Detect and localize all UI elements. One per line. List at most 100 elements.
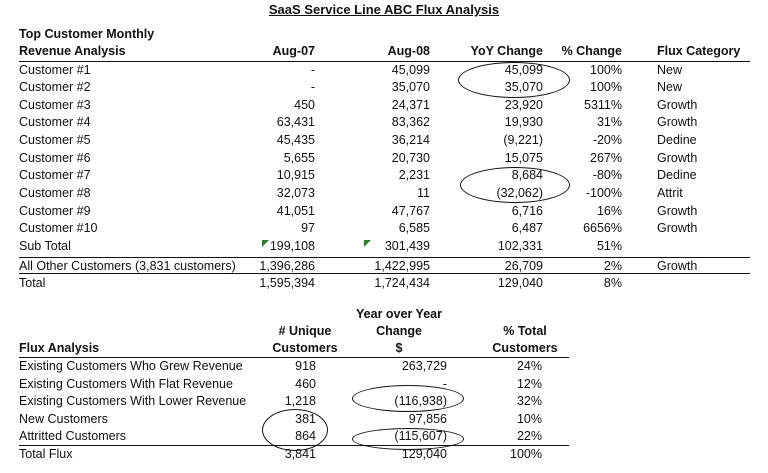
cell-aug07: -	[310, 63, 315, 77]
bottom-col2-header-line2: Change	[376, 324, 422, 338]
col-header-yoy-change: YoY Change	[470, 44, 543, 58]
cell-aug07: 199,108	[269, 239, 315, 253]
cell-aug08: 1,422,995	[374, 259, 430, 273]
top-header-line1: Top Customer Monthly	[19, 27, 155, 41]
flux-row-label: Existing Customers With Flat Revenue	[19, 377, 233, 391]
bottom-col1-header-line2: Customers	[272, 341, 338, 355]
cell-aug08: 11	[417, 186, 430, 200]
row-label: Customer #6	[19, 151, 91, 165]
cell-unique-customers: 1,218	[284, 394, 316, 408]
cell-pct-change: 51%	[596, 239, 622, 253]
cell-aug07: 63,431	[276, 115, 315, 129]
cell-yoy-dollar-change: -	[442, 377, 447, 391]
row-label: Customer #4	[19, 115, 91, 129]
cell-yoy-change: 129,040	[497, 276, 543, 290]
cell-aug07: 1,595,394	[259, 276, 315, 290]
highlight-oval	[460, 167, 570, 203]
cell-aug07: 32,073	[276, 186, 315, 200]
row-label: Customer #8	[19, 186, 91, 200]
highlight-oval	[352, 385, 464, 412]
cell-pct-change: -100%	[585, 186, 622, 200]
cell-pct-total: 100%	[510, 447, 542, 461]
row-label: Customer #10	[19, 221, 98, 235]
cell-pct-total: 10%	[516, 412, 542, 426]
row-label: Customer #2	[19, 80, 91, 94]
cell-pct-change: 267%	[590, 151, 622, 165]
green-indicator-icon	[364, 240, 371, 247]
cell-pct-change: 8%	[603, 276, 622, 290]
cell-aug08: 2,231	[398, 168, 430, 182]
bottom-col2-header-line3: $	[395, 341, 403, 355]
row-label: Customer #7	[19, 168, 91, 182]
cell-aug07: 45,435	[276, 133, 315, 147]
cell-aug07: -	[310, 80, 315, 94]
cell-flux-category: Attrit	[657, 186, 683, 200]
cell-flux-category: New	[657, 80, 683, 94]
cell-flux-category: Dedine	[657, 168, 697, 182]
cell-flux-category: Growth	[657, 204, 698, 218]
cell-aug08: 36,214	[391, 133, 430, 147]
top-header-line2: Revenue Analysis	[19, 44, 126, 58]
cell-aug08: 301,439	[384, 239, 430, 253]
cell-yoy-change: 6,487	[511, 221, 543, 235]
cell-aug07: 1,396,286	[259, 259, 315, 273]
header-rule	[19, 61, 750, 62]
cell-aug07: 10,915	[276, 168, 315, 182]
bottom-header-rule	[19, 357, 569, 358]
cell-aug08: 6,585	[398, 221, 430, 235]
cell-flux-category: Growth	[657, 115, 698, 129]
cell-yoy-change: 26,709	[504, 259, 543, 273]
cell-aug08: 83,362	[391, 115, 430, 129]
col-header-pct-change: % Change	[561, 44, 622, 58]
cell-flux-category: Growth	[657, 151, 698, 165]
bottom-label-header: Flux Analysis	[19, 341, 100, 355]
cell-pct-change: 6656%	[583, 221, 622, 235]
cell-pct-change: -80%	[592, 168, 622, 182]
cell-aug08: 45,099	[391, 63, 430, 77]
cell-pct-total: 12%	[516, 377, 542, 391]
cell-aug07: 450	[294, 98, 315, 112]
row-label: Customer #1	[19, 63, 91, 77]
cell-yoy-change: 15,075	[504, 151, 543, 165]
cell-aug08: 20,730	[391, 151, 430, 165]
bottom-col2-header-line1: Year over Year	[356, 307, 442, 321]
col-header-aug07: Aug-07	[272, 44, 315, 58]
cell-unique-customers: 918	[295, 359, 316, 373]
cell-flux-category: New	[657, 63, 683, 77]
other-rule	[19, 273, 750, 274]
cell-yoy-dollar-change: 97,856	[408, 412, 447, 426]
flux-row-label: New Customers	[19, 412, 108, 426]
cell-flux-category: Dedine	[657, 133, 697, 147]
highlight-oval	[458, 62, 570, 98]
cell-pct-change: -20%	[592, 133, 622, 147]
row-label: Customer #9	[19, 204, 91, 218]
cell-pct-change: 5311%	[584, 98, 622, 112]
page-title: SaaS Service Line ABC Flux Analysis	[268, 2, 500, 17]
flux-row-label: Existing Customers Who Grew Revenue	[19, 359, 243, 373]
cell-aug07: 5,655	[283, 151, 315, 165]
cell-flux-category: Growth	[657, 221, 698, 235]
row-label: Customer #5	[19, 133, 91, 147]
col-header-aug08: Aug-08	[387, 44, 430, 58]
flux-row-label: Total Flux	[19, 447, 73, 461]
flux-row-label: Attritted Customers	[19, 429, 126, 443]
cell-aug08: 24,371	[391, 98, 430, 112]
row-label: Customer #3	[19, 98, 91, 112]
highlight-oval	[262, 409, 328, 451]
cell-flux-category: Growth	[657, 259, 698, 273]
bottom-col1-header-line1: # Unique	[278, 324, 332, 338]
row-label: All Other Customers (3,831 customers)	[19, 259, 236, 273]
cell-aug07: 41,051	[276, 204, 315, 218]
cell-pct-total: 24%	[516, 359, 542, 373]
cell-pct-change: 100%	[590, 80, 622, 94]
cell-unique-customers: 460	[295, 377, 316, 391]
cell-aug08: 47,767	[391, 204, 430, 218]
cell-pct-change: 100%	[590, 63, 622, 77]
green-indicator-icon	[262, 240, 269, 247]
cell-pct-total: 22%	[516, 429, 542, 443]
bottom-col3-header-line1: % Total	[503, 324, 547, 338]
flux-row-label: Existing Customers With Lower Revenue	[19, 394, 247, 408]
cell-yoy-change: 19,930	[504, 115, 543, 129]
cell-aug08: 35,070	[391, 80, 430, 94]
cell-yoy-change: 102,331	[497, 239, 543, 253]
